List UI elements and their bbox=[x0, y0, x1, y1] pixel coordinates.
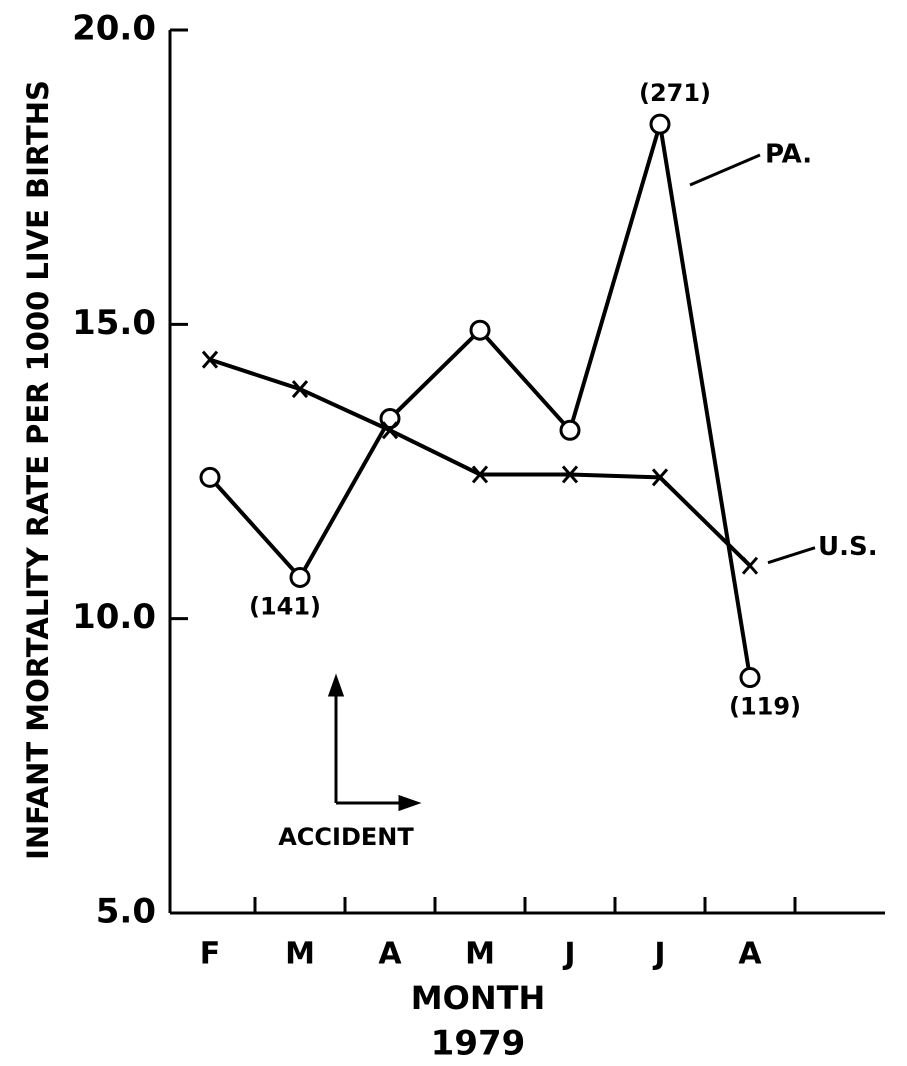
x-tick-label: J bbox=[652, 937, 665, 972]
annotation: ACCIDENT bbox=[278, 823, 414, 851]
x-tick-label: J bbox=[562, 937, 575, 972]
point-marker bbox=[199, 466, 221, 488]
x-tick-label: M bbox=[285, 937, 315, 972]
y-tick-label: 5.0 bbox=[96, 892, 156, 932]
x-axis-label: MONTH bbox=[411, 979, 545, 1017]
point-marker bbox=[651, 468, 669, 487]
point-marker bbox=[561, 465, 579, 484]
series-label: PA. bbox=[765, 140, 812, 170]
point-marker bbox=[559, 419, 581, 441]
y-axis-label: INFANT MORTALITY RATE PER 1000 LIVE BIRT… bbox=[21, 80, 55, 860]
point-marker bbox=[739, 667, 761, 689]
point-marker bbox=[741, 556, 759, 575]
x-tick-label: M bbox=[465, 937, 495, 972]
point-label: (271) bbox=[639, 79, 711, 107]
point-marker bbox=[289, 566, 311, 588]
point-marker bbox=[469, 319, 491, 341]
y-tick-label: 15.0 bbox=[72, 303, 156, 343]
y-tick-label: 20.0 bbox=[72, 9, 156, 49]
x-tick-label: F bbox=[200, 937, 221, 972]
point-marker bbox=[471, 465, 489, 484]
x-axis-sublabel: 1979 bbox=[431, 1024, 526, 1064]
point-marker bbox=[649, 113, 671, 135]
x-tick-label: A bbox=[378, 937, 402, 972]
series-leader bbox=[689, 153, 761, 187]
point-marker bbox=[291, 380, 309, 399]
point-marker bbox=[381, 421, 399, 440]
series-label: U.S. bbox=[818, 532, 878, 562]
point-label: (119) bbox=[729, 693, 801, 721]
series-line bbox=[209, 357, 752, 568]
y-tick-label: 10.0 bbox=[72, 597, 156, 637]
point-marker bbox=[201, 350, 219, 369]
point-label: (141) bbox=[249, 592, 321, 620]
accident-arrow bbox=[327, 673, 422, 812]
series-leader bbox=[767, 546, 816, 565]
x-tick-label: A bbox=[738, 937, 762, 972]
